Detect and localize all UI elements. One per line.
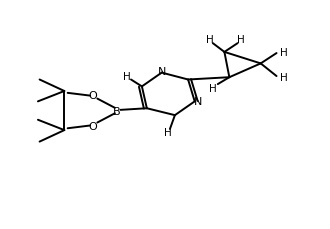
Text: O: O <box>88 90 97 101</box>
Text: H: H <box>280 48 288 58</box>
Text: N: N <box>157 67 166 77</box>
Text: H: H <box>209 84 217 94</box>
Text: N: N <box>194 97 202 107</box>
Text: H: H <box>164 128 172 138</box>
Text: O: O <box>88 122 97 132</box>
Text: H: H <box>237 35 245 45</box>
Text: B: B <box>113 106 121 116</box>
Text: H: H <box>206 35 214 45</box>
Text: H: H <box>123 72 131 82</box>
Text: H: H <box>280 73 288 83</box>
